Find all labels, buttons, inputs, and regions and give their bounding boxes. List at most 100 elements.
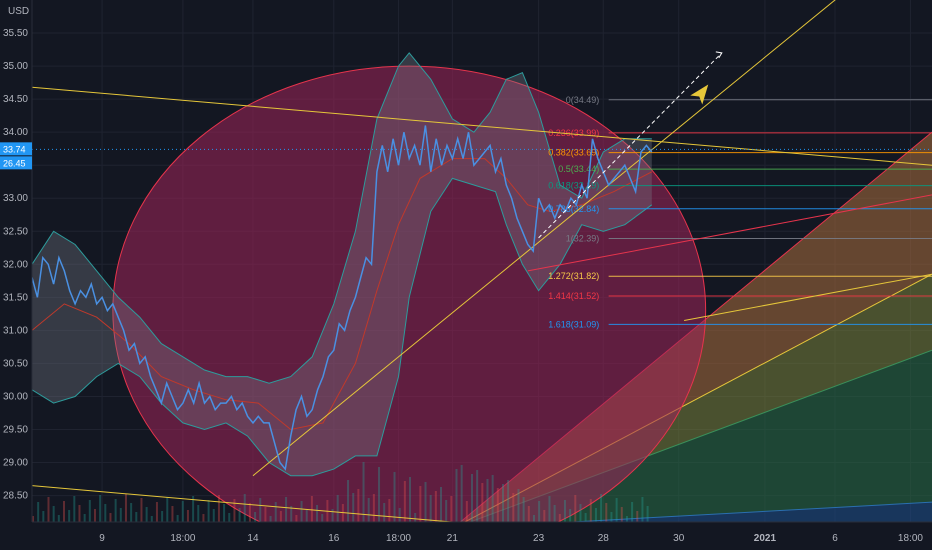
price-tick-label: 33.00 — [3, 193, 28, 204]
projection-arrowhead — [715, 51, 723, 59]
volume-bar — [109, 513, 112, 522]
time-tick-label: 30 — [673, 533, 685, 544]
volume-bar — [114, 499, 117, 522]
volume-bar — [269, 516, 272, 522]
fib-level-label: 1.272(31.82) — [548, 271, 599, 281]
volume-bar — [548, 496, 551, 522]
volume-bar — [321, 514, 324, 522]
volume-bar — [465, 501, 468, 522]
volume-bar — [135, 512, 138, 522]
volume-bar — [336, 495, 339, 522]
volume-bar — [181, 501, 184, 522]
volume-bar — [424, 482, 427, 522]
volume-bar — [186, 510, 189, 522]
volume-bar — [171, 506, 174, 522]
volume-bar — [197, 505, 200, 522]
fib-level-label: 1.414(31.52) — [548, 291, 599, 301]
volume-bar — [212, 509, 215, 522]
volume-bar — [37, 502, 40, 522]
volume-bar — [264, 507, 267, 522]
price-tick-label: 35.50 — [3, 28, 28, 39]
volume-bar — [522, 497, 525, 522]
volume-bar — [455, 469, 458, 522]
volume-bar — [300, 501, 303, 522]
trend-lines[interactable] — [32, 0, 932, 525]
fib-level-label: 1(32.39) — [566, 234, 600, 244]
volume-bar — [460, 465, 463, 522]
trend-line — [32, 485, 458, 522]
price-tags: 33.74 26.45 — [0, 142, 32, 170]
volume-bar — [569, 509, 572, 522]
volume-bar — [88, 500, 91, 522]
time-tick-label: 18:00 — [386, 533, 411, 544]
volume-bar — [579, 504, 582, 522]
volume-bar — [383, 503, 386, 522]
countdown-tag-text: 26.45 — [3, 158, 26, 168]
projection-arrow — [538, 52, 723, 239]
volume-bar — [104, 504, 107, 522]
volume-bar — [52, 506, 55, 522]
ellipse-drawing[interactable] — [112, 65, 707, 550]
volume-bar — [202, 514, 205, 522]
annotations[interactable] — [538, 51, 723, 239]
volume-bar — [589, 499, 592, 522]
volume-bar — [419, 486, 422, 522]
volume-bar — [558, 514, 561, 522]
volume-bar — [362, 462, 365, 522]
volume-bar — [130, 503, 133, 522]
countdown-tag — [0, 156, 32, 170]
cursor-marker-icon — [690, 84, 709, 105]
time-tick-label: 6 — [832, 533, 838, 544]
volume-bar — [176, 515, 179, 522]
volume-bar — [605, 503, 608, 522]
volume-bar — [150, 516, 153, 522]
trend-line — [684, 273, 932, 321]
time-axis-panel[interactable] — [0, 522, 932, 550]
volume-bar — [161, 511, 164, 522]
volume-bar — [238, 508, 241, 522]
volume-bar — [145, 507, 148, 522]
volume-bar — [347, 480, 350, 522]
volume-bar — [285, 497, 288, 522]
volume-bar — [584, 513, 587, 522]
volume-bar — [481, 483, 484, 522]
volume-bar — [496, 488, 499, 522]
volume-bar — [434, 491, 437, 522]
volume-bar — [47, 497, 50, 522]
volume-bars — [32, 462, 649, 522]
volume-bar — [233, 499, 236, 522]
volume-bar — [295, 515, 298, 522]
volume-bar — [636, 511, 639, 522]
volume-bar — [403, 481, 406, 522]
volume-bar — [631, 502, 634, 522]
time-tick-label: 9 — [99, 533, 105, 544]
time-tick-label: 21 — [447, 533, 459, 544]
fan-ray — [563, 501, 932, 522]
volume-bar — [305, 510, 308, 522]
time-axis[interactable]: 9 18:00 14 16 18:00 21 23 28 30 2021 6 18:00 — [99, 533, 923, 544]
volume-bar — [538, 501, 541, 522]
price-axis-panel[interactable] — [0, 0, 32, 550]
fib-level-label: 0.618(33.19) — [548, 181, 599, 191]
volume-bar — [124, 494, 127, 522]
time-tick-label: 28 — [598, 533, 610, 544]
price-axis[interactable]: 28.50 29.00 29.50 30.00 30.50 31.00 31.50 32.00… — [3, 28, 28, 502]
volume-bar — [140, 498, 143, 522]
trend-line — [32, 86, 932, 166]
price-tick-label: 35.00 — [3, 61, 28, 72]
plot-area[interactable]: 0(34.49) 0.236(33.99) 0.382(33.69) 0.5(33.4… — [32, 0, 932, 550]
volume-bar — [429, 495, 432, 522]
volume-bar — [192, 496, 195, 522]
trend-line — [252, 0, 836, 477]
mid-band-line — [32, 158, 653, 431]
volume-bar — [331, 509, 334, 522]
volume-bar — [57, 515, 60, 522]
volume-bar — [600, 494, 603, 522]
volume-bar — [620, 507, 623, 522]
volume-bar — [62, 501, 65, 522]
volume-bar — [393, 472, 396, 522]
upper-band-line — [32, 52, 652, 384]
fib-retracement[interactable]: 0(34.49) 0.236(33.99) 0.382(33.69) 0.5(33.4… — [548, 95, 932, 330]
price-tick-label: 32.00 — [3, 259, 28, 270]
